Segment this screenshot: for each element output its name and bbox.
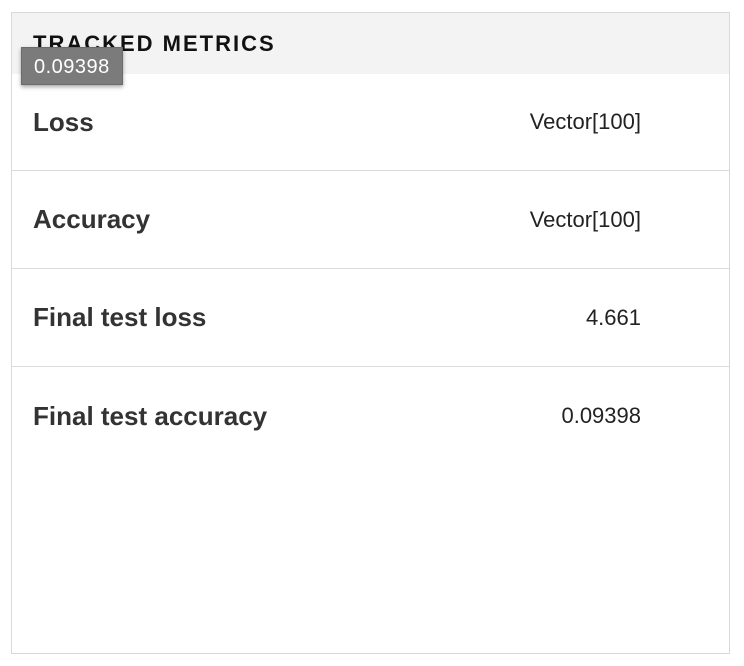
metric-row-final-test-accuracy: Final test accuracy 0.09398: [12, 367, 729, 465]
metric-row-final-test-loss: Final test loss 4.661: [12, 269, 729, 367]
metric-name: Loss: [33, 106, 94, 137]
metric-row-accuracy: Accuracy Vector[100]: [12, 171, 729, 269]
metric-value[interactable]: 0.09398: [561, 403, 641, 428]
panel-header: TRACKED METRICS: [12, 13, 729, 74]
tracked-metrics-panel: TRACKED METRICS Loss Vector[100] Accurac…: [11, 12, 730, 654]
metric-value[interactable]: Vector[100]: [529, 109, 641, 134]
panel-title: TRACKED METRICS: [33, 31, 276, 56]
metric-name: Final test accuracy: [33, 400, 268, 431]
metric-row-loss: Loss Vector[100]: [12, 74, 729, 171]
value-tooltip: 0.09398: [21, 47, 123, 85]
metric-name: Accuracy: [33, 204, 151, 234]
metric-value[interactable]: Vector[100]: [529, 206, 641, 232]
metric-value[interactable]: 4.661: [585, 304, 641, 330]
metric-name: Final test loss: [33, 302, 207, 332]
